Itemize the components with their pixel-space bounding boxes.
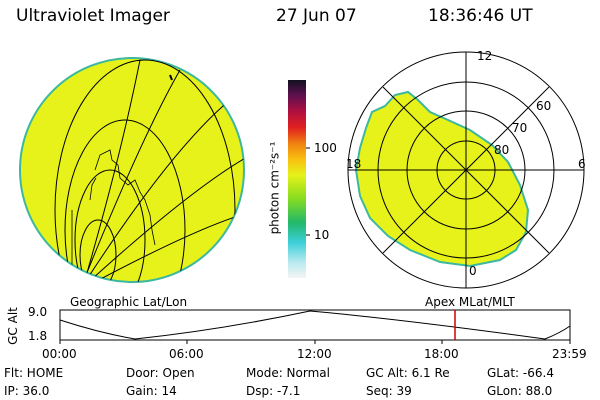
status-door: Door: Open bbox=[126, 366, 195, 380]
altitude-plot bbox=[59, 309, 571, 344]
polar-label-top: 12 bbox=[477, 49, 493, 63]
colorbar bbox=[288, 80, 310, 278]
status-glon: GLon: 88.0 bbox=[487, 384, 553, 398]
polar-plot-panel bbox=[347, 51, 585, 289]
x-tick-2359: 23:59 bbox=[552, 347, 587, 361]
status-flt: Flt: HOME bbox=[4, 366, 64, 380]
status-gain: Gain: 14 bbox=[126, 384, 177, 398]
status-seq: Seq: 39 bbox=[366, 384, 412, 398]
x-tick-0600: 06:00 bbox=[169, 347, 204, 361]
geographic-panel-label: Geographic Lat/Lon bbox=[70, 295, 188, 309]
polar-label-bottom: 0 bbox=[469, 264, 477, 278]
altitude-ylabel: GC Alt bbox=[5, 307, 20, 345]
colorbar-tick-100: 100 bbox=[314, 141, 337, 155]
colorbar-unit-label: photon cm⁻²s⁻¹ bbox=[267, 141, 282, 235]
geographic-image-panel bbox=[19, 57, 245, 283]
altitude-ymax: 9.0 bbox=[28, 305, 48, 319]
polar-label-left: 18 bbox=[346, 157, 362, 171]
status-dsp: Dsp: -7.1 bbox=[246, 384, 301, 398]
status-ip: IP: 36.0 bbox=[4, 384, 50, 398]
x-tick-1200: 12:00 bbox=[297, 347, 332, 361]
apex-panel-label: Apex MLat/MLT bbox=[425, 295, 515, 309]
colorbar-tick-10: 10 bbox=[314, 228, 330, 242]
x-tick-1800: 18:00 bbox=[424, 347, 459, 361]
polar-ring-60: 60 bbox=[536, 99, 552, 113]
x-tick-0000: 00:00 bbox=[42, 347, 77, 361]
instrument-title: Ultraviolet Imager bbox=[16, 6, 170, 26]
time-label: 18:36:46 UT bbox=[428, 6, 533, 26]
polar-ring-70: 70 bbox=[512, 121, 528, 135]
polar-ring-80: 80 bbox=[494, 143, 510, 157]
date-label: 27 Jun 07 bbox=[276, 6, 357, 26]
status-mode: Mode: Normal bbox=[246, 366, 330, 380]
polar-label-right: 6 bbox=[578, 157, 586, 171]
status-gcalt: GC Alt: 6.1 Re bbox=[366, 366, 450, 380]
altitude-ymin: 1.8 bbox=[28, 329, 48, 343]
status-glat: GLat: -66.4 bbox=[487, 366, 554, 380]
